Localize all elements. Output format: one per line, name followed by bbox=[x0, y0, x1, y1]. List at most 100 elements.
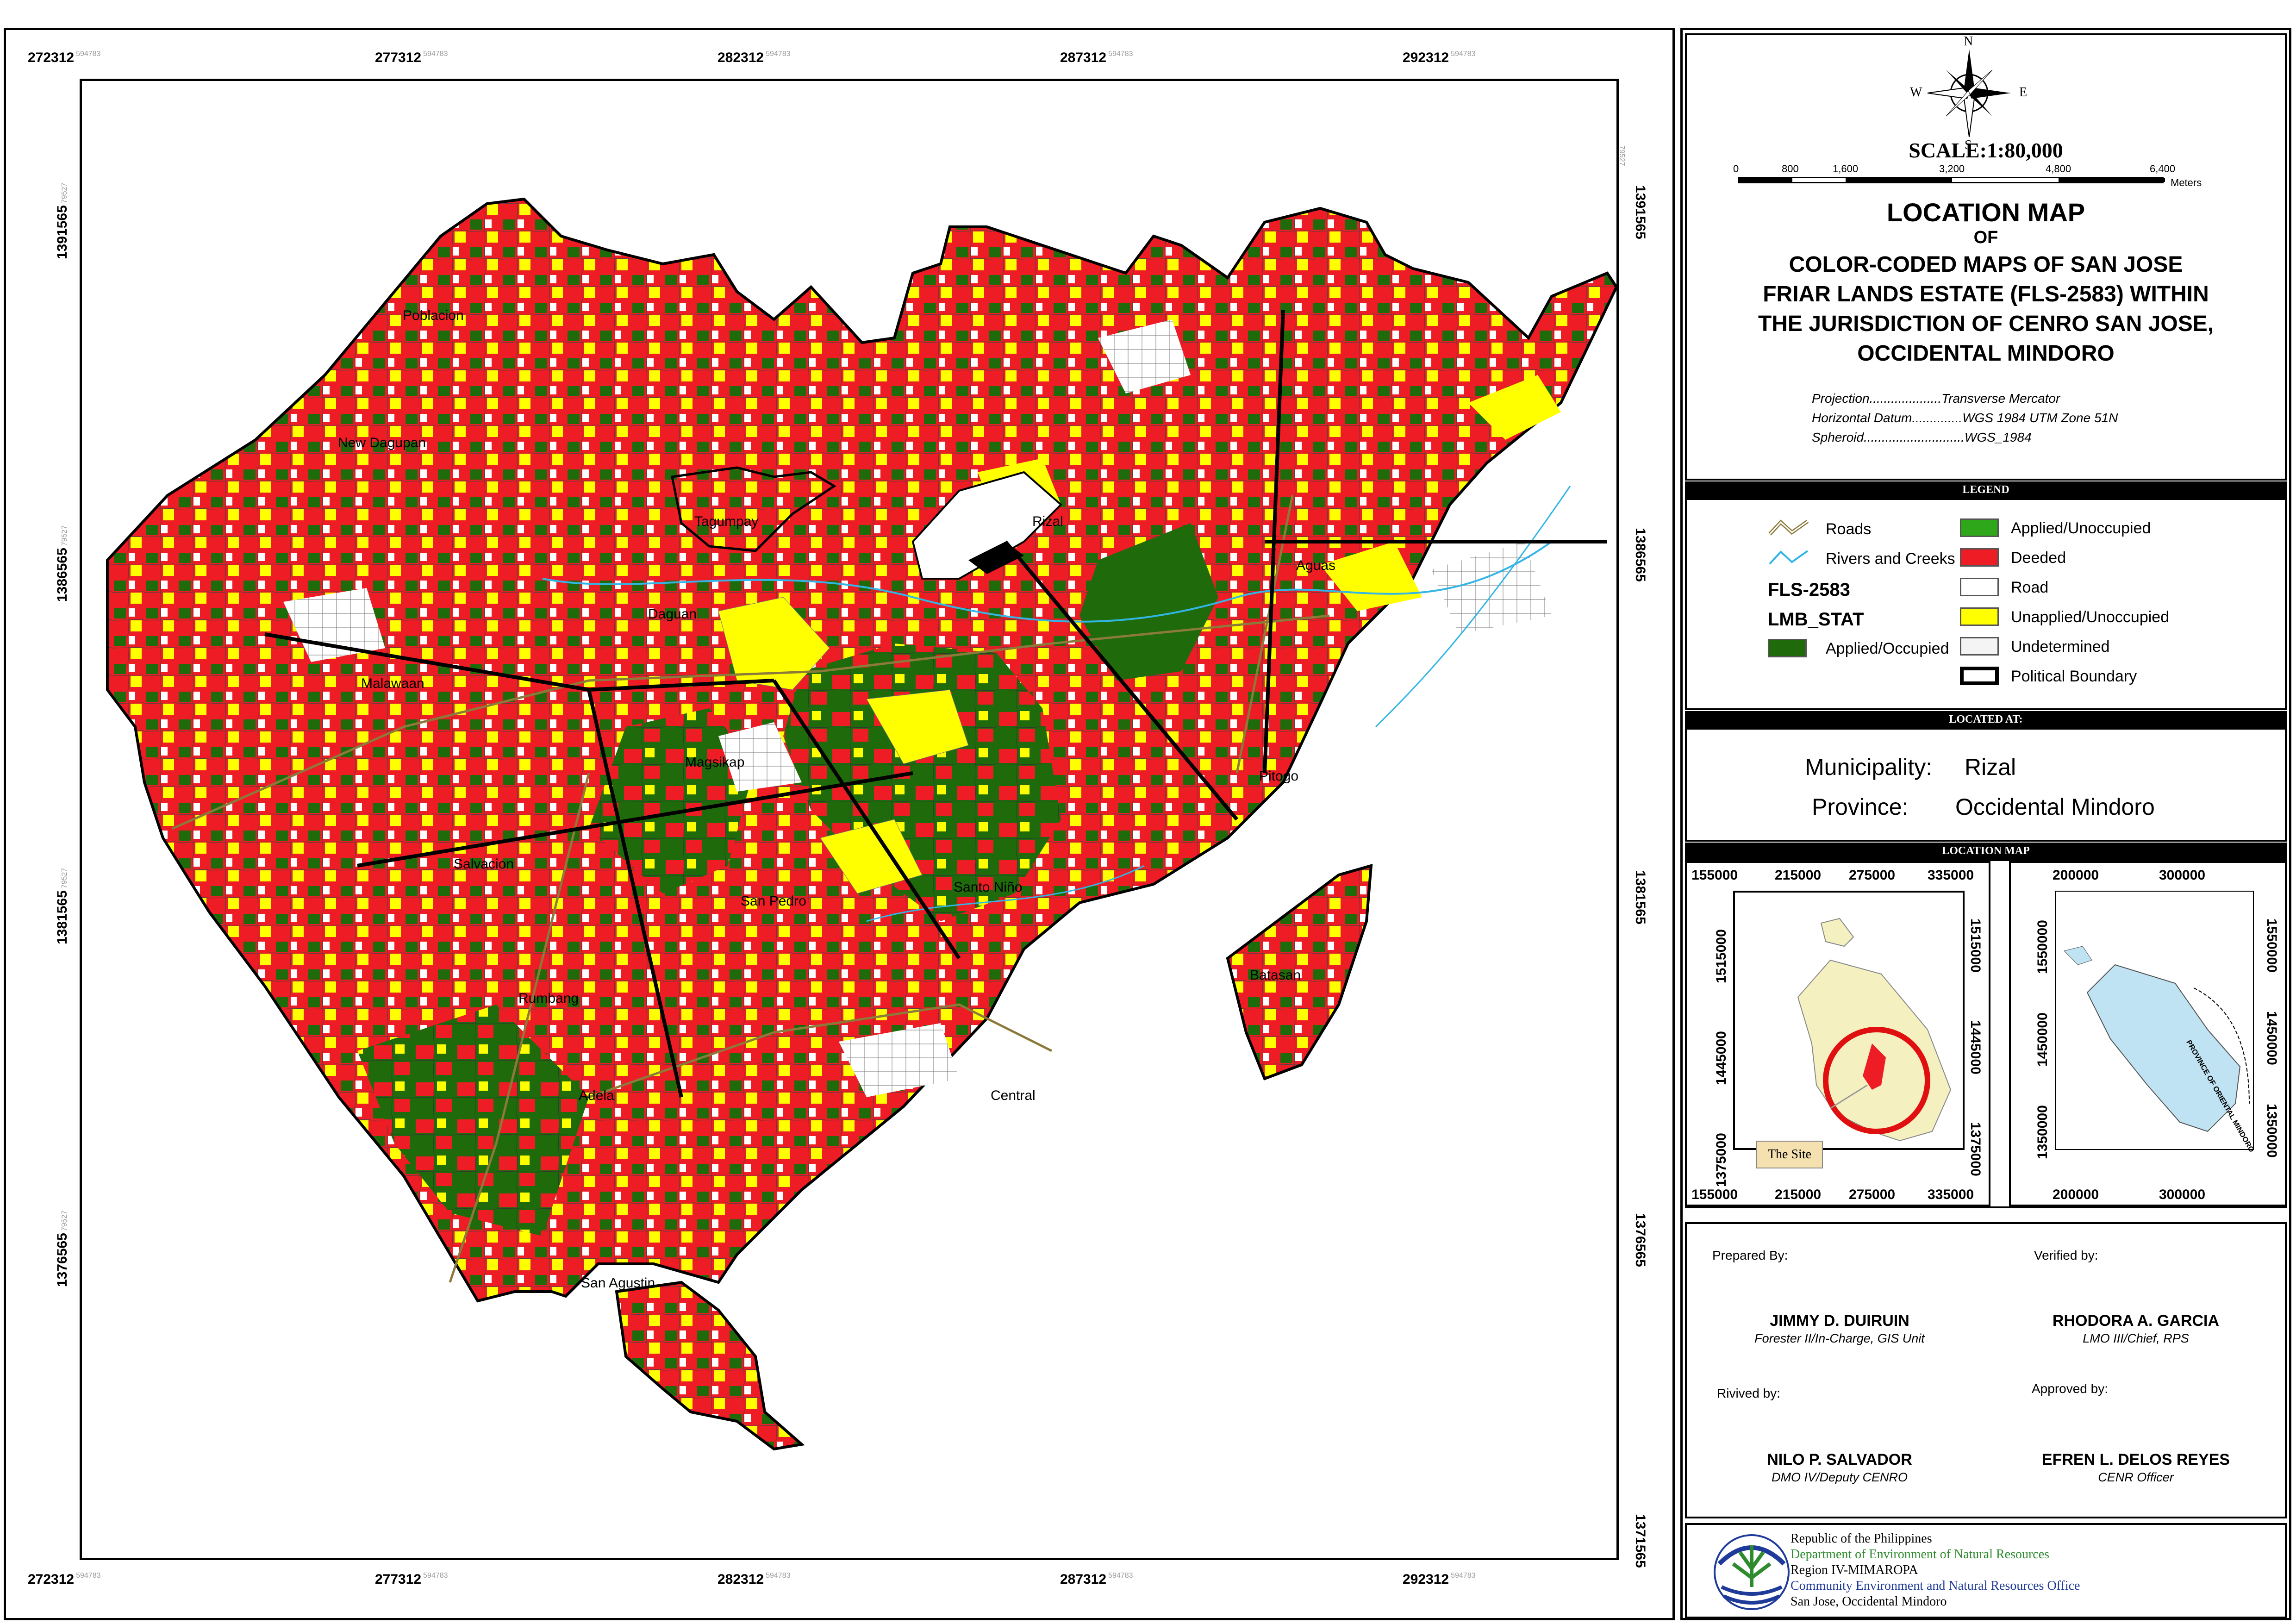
legend-rivers: Rivers and Creeks bbox=[1826, 550, 1955, 568]
title-panel: N S W E SCALE:1:80,000 0 800 1,600 3,200… bbox=[1685, 33, 2287, 481]
place-label: Central bbox=[991, 1088, 1036, 1103]
approver-name: EFREN L. DELOS REYES bbox=[2041, 1451, 2230, 1468]
title-line-6: OCCIDENTAL MINDORO bbox=[1857, 341, 2115, 366]
inset-map-province: PROVINCE OF ORIENTAL MINDORO 200000 3000… bbox=[2009, 861, 2287, 1206]
site-callout: The Site bbox=[1756, 1141, 1823, 1168]
bottom-tick: 272312 594783 bbox=[28, 1572, 101, 1587]
footer-line-4: Community Environment and Natural Resour… bbox=[1791, 1579, 2080, 1593]
inset2-y: 1350000 bbox=[2264, 1104, 2279, 1158]
footer-line-3: Region IV-MIMAROPA bbox=[1791, 1563, 1918, 1577]
place-label: Magsikap bbox=[685, 755, 745, 770]
title-line-1: LOCATION MAP bbox=[1886, 198, 2085, 227]
legend-applied-occupied: Applied/Occupied bbox=[1826, 640, 1949, 657]
inset1-x: 335000 bbox=[1928, 1187, 1974, 1202]
inset2-x: 300000 bbox=[2159, 1187, 2206, 1202]
footer-line-2: Department of Environment of Natural Res… bbox=[1791, 1547, 2050, 1562]
left-tick: 137656579527 bbox=[55, 1210, 70, 1287]
place-label: Tagumpay bbox=[694, 514, 759, 529]
scale-tick: 6,400 bbox=[2150, 163, 2176, 175]
inset1-x: 275000 bbox=[1849, 868, 1896, 883]
footer-line-5: San Jose, Occidental Mindoro bbox=[1791, 1594, 1947, 1609]
place-label: Adela bbox=[579, 1088, 614, 1103]
right-tick: 1371565 bbox=[1633, 1514, 1648, 1568]
legend-roads: Roads bbox=[1826, 520, 1872, 538]
compass-east: E bbox=[2019, 85, 2028, 100]
map-outer-frame bbox=[4, 28, 1675, 1620]
approver-role: CENR Officer bbox=[2098, 1470, 2174, 1484]
inset1-x: 155000 bbox=[1691, 868, 1738, 883]
title-line-3: COLOR-CODED MAPS OF SAN JOSE bbox=[1789, 252, 2183, 277]
legend-lmb: LMB_STAT bbox=[1768, 609, 1864, 630]
place-label: Pitogo bbox=[1259, 768, 1299, 784]
scale-tick: 3,200 bbox=[1939, 163, 1965, 175]
rivers-icon bbox=[1769, 550, 1809, 565]
top-tick: 277312 594783 bbox=[375, 50, 448, 65]
legend-applied-unoccupied: Applied/Unoccupied bbox=[2011, 519, 2151, 537]
top-tick: 287312 594783 bbox=[1060, 50, 1133, 65]
inset2-y: 1450000 bbox=[2035, 1012, 2050, 1067]
scale-tick: 4,800 bbox=[2046, 163, 2071, 175]
province-value: Occidental Mindoro bbox=[1955, 794, 2155, 820]
municipality-label: Municipality: bbox=[1805, 754, 1933, 780]
swatch-unapplied-unoccupied bbox=[1960, 607, 1999, 626]
place-label: Daguan bbox=[648, 606, 697, 622]
legend-unapplied-unoccupied: Unapplied/Unoccupied bbox=[2011, 608, 2170, 626]
left-tick: 139156579527 bbox=[55, 182, 70, 259]
inset2-y: 1550000 bbox=[2264, 918, 2279, 973]
right-tick: 1386565 bbox=[1633, 528, 1648, 582]
place-label: Salvacion bbox=[454, 856, 514, 872]
projection-row: Projection....................Transverse… bbox=[1812, 391, 2060, 406]
place-label: Batasan bbox=[1250, 968, 1301, 983]
inset2-x: 300000 bbox=[2159, 868, 2206, 883]
compass-south: S bbox=[1965, 138, 1972, 152]
spheroid-row: Spheroid............................WGS_… bbox=[1812, 430, 2032, 444]
legend-road: Road bbox=[2011, 579, 2049, 596]
right-tick: 1376565 bbox=[1633, 1213, 1648, 1267]
located-header: LOCATED AT: bbox=[1685, 711, 2287, 728]
place-label: San Pedro bbox=[741, 893, 806, 909]
place-label: New Dagupan bbox=[338, 435, 426, 450]
map-inner-frame bbox=[80, 79, 1619, 1560]
inset2-y: 1450000 bbox=[2264, 1011, 2279, 1065]
inset1-y: 1375000 bbox=[1714, 1133, 1729, 1187]
located-panel: Municipality: Rizal Province: Occidental… bbox=[1685, 728, 2287, 842]
approved-by-label: Approved by: bbox=[2032, 1381, 2108, 1396]
left-tick: 138656579527 bbox=[55, 525, 70, 602]
scale-tick: 800 bbox=[1782, 163, 1799, 175]
location-map-header: LOCATION MAP bbox=[1685, 843, 2287, 859]
swatch-applied-occupied bbox=[1768, 639, 1807, 657]
swatch-undetermined bbox=[1960, 637, 1999, 656]
bottom-tick: 292312 594783 bbox=[1403, 1572, 1476, 1587]
projection-info: Projection....................Transverse… bbox=[1812, 389, 2118, 447]
preparer-name: JIMMY D. DUIRUIN bbox=[1770, 1312, 1909, 1330]
place-label: Poblacion bbox=[403, 308, 464, 323]
reviewer-name: NILO P. SALVADOR bbox=[1767, 1451, 1912, 1468]
inset2-y: 1350000 bbox=[2035, 1105, 2050, 1159]
inset1-x: 335000 bbox=[1928, 868, 1974, 883]
friar-lands-map bbox=[106, 197, 1618, 1451]
bottom-tick: 277312 594783 bbox=[375, 1572, 448, 1587]
prepared-by-label: Prepared By: bbox=[1712, 1248, 1788, 1262]
place-label: Malawaan bbox=[361, 676, 424, 691]
inset-map-mindoro: The Site 155000 215000 275000 335000 155… bbox=[1685, 861, 1990, 1206]
datum-row: Horizontal Datum..............WGS 1984 U… bbox=[1812, 411, 2118, 425]
verifier-role: LMO III/Chief, RPS bbox=[2083, 1331, 2189, 1345]
municipality-value: Rizal bbox=[1965, 754, 2016, 780]
place-label: Rumbang bbox=[518, 991, 579, 1006]
swatch-applied-unoccupied bbox=[1960, 518, 1999, 537]
reviewer-role: DMO IV/Deputy CENRO bbox=[1771, 1470, 1908, 1484]
inset2-x: 200000 bbox=[2053, 868, 2099, 883]
inset2-y: 1550000 bbox=[2035, 920, 2050, 974]
inset1-y: 1515000 bbox=[1968, 918, 1983, 973]
inset1-x: 275000 bbox=[1849, 1187, 1896, 1202]
title-line-2: OF bbox=[1973, 228, 1998, 247]
title-line-5: THE JURISDICTION OF CENRO SAN JOSE, bbox=[1758, 312, 2214, 336]
compass-north: N bbox=[1964, 34, 1973, 49]
swatch-political-boundary bbox=[1960, 667, 1999, 685]
inset1-x: 215000 bbox=[1775, 1187, 1822, 1202]
inset1-y: 1445000 bbox=[1968, 1020, 1983, 1074]
verified-by-label: Verified by: bbox=[2034, 1248, 2098, 1262]
compass-west: W bbox=[1910, 85, 1922, 100]
place-label: Santo Niño bbox=[954, 880, 1023, 895]
verifier-name: RHODORA A. GARCIA bbox=[2052, 1312, 2220, 1330]
